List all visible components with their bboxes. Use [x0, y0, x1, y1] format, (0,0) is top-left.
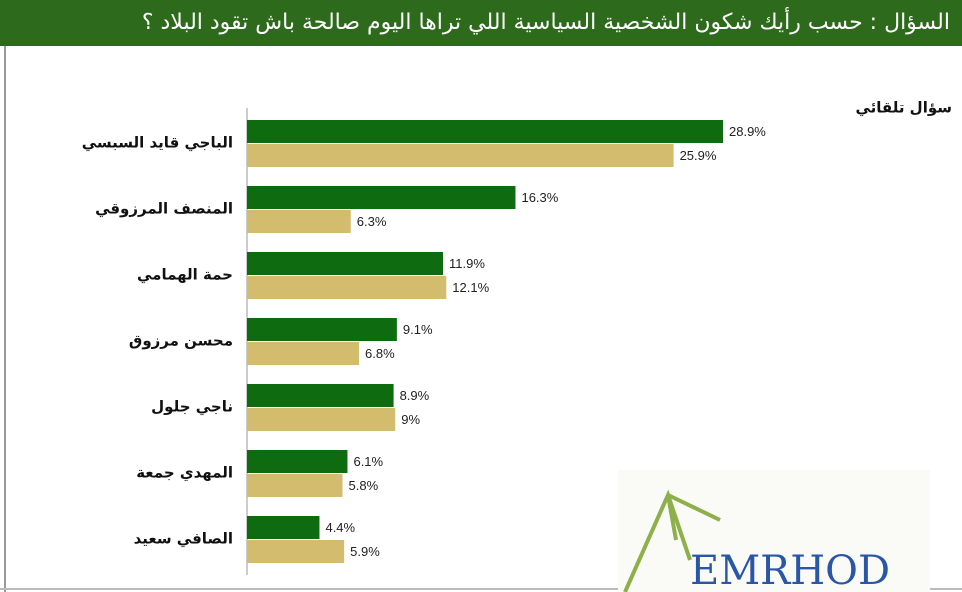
bar [247, 276, 447, 299]
value-label: 12.1% [452, 280, 489, 295]
bar [247, 474, 343, 497]
category-label: المنصف المرزوقي [95, 200, 233, 218]
value-label: 11.9% [449, 256, 485, 271]
category-label: الصافي سعيد [134, 530, 233, 548]
bar [247, 210, 351, 233]
value-label: 16.3% [521, 190, 558, 205]
subtitle: سؤال تلقائي [855, 99, 952, 117]
value-label: 28.9% [729, 124, 766, 139]
category-label: المهدي جمعة [136, 464, 233, 483]
bar [247, 252, 443, 275]
value-label: 4.4% [325, 520, 355, 535]
category-label: حمة الهمامي [137, 266, 233, 284]
logo-text: EMRHOD [690, 548, 890, 592]
category-label: ناجي جلول [151, 398, 233, 416]
value-label: 8.9% [400, 388, 430, 403]
category-label: محسن مرزوق [129, 332, 233, 350]
bar [247, 540, 345, 563]
bar [247, 384, 394, 407]
value-label: 6.1% [353, 454, 383, 469]
bar [247, 342, 359, 365]
value-label: 6.8% [365, 346, 395, 361]
bar [247, 186, 516, 209]
value-label: 9% [401, 412, 420, 427]
value-label: 9.1% [403, 322, 433, 337]
bar [247, 120, 723, 143]
logo-mark [623, 489, 721, 592]
logo-bg [618, 470, 930, 592]
title-bar [0, 0, 962, 46]
value-label: 25.9% [680, 148, 717, 163]
bar [247, 318, 397, 341]
value-label: 5.8% [349, 478, 379, 493]
bar [247, 144, 674, 167]
logo: EMRHOD [618, 470, 930, 592]
bar [247, 408, 396, 431]
category-label: الباجي قايد السبسي [82, 134, 233, 152]
bar [247, 450, 348, 473]
bar [247, 516, 320, 539]
value-label: 5.9% [350, 544, 380, 559]
chart-title: السؤال : حسب رأيك شكون الشخصية السياسية … [142, 7, 950, 35]
value-label: 6.3% [357, 214, 387, 229]
